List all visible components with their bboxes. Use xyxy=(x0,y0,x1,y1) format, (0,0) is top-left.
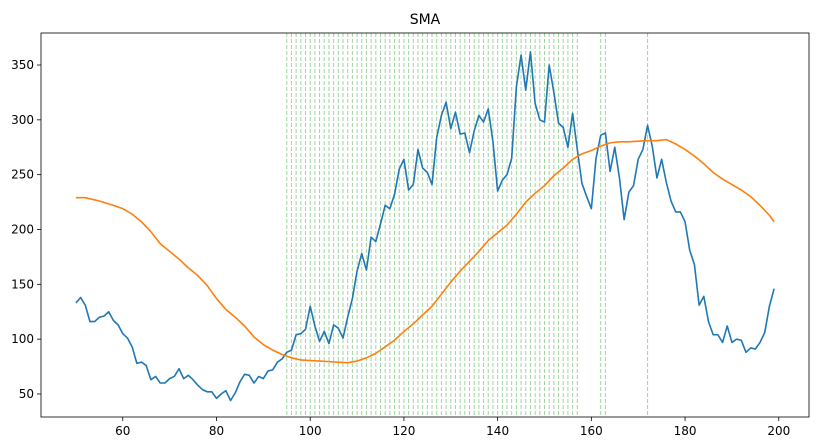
x-tick-label: 140 xyxy=(486,424,509,438)
x-tick-label: 100 xyxy=(299,424,322,438)
plot-frame xyxy=(40,32,810,418)
x-tick-label: 160 xyxy=(580,424,603,438)
x-tick-label: 180 xyxy=(674,424,697,438)
y-tick-label: 250 xyxy=(11,168,34,182)
y-tick-label: 50 xyxy=(19,387,34,401)
y-tick-label: 300 xyxy=(11,113,34,127)
x-tick-label: 60 xyxy=(115,424,130,438)
y-tick-label: 200 xyxy=(11,222,34,236)
x-tick-label: 200 xyxy=(767,424,790,438)
x-tick-label: 120 xyxy=(392,424,415,438)
x-tick-label: 80 xyxy=(209,424,224,438)
line-series xyxy=(75,138,775,364)
line-series xyxy=(75,51,775,402)
y-tick-label: 350 xyxy=(11,58,34,72)
y-tick-label: 100 xyxy=(11,332,34,346)
y-tick-label: 150 xyxy=(11,277,34,291)
chart-title: SMA xyxy=(410,12,441,28)
